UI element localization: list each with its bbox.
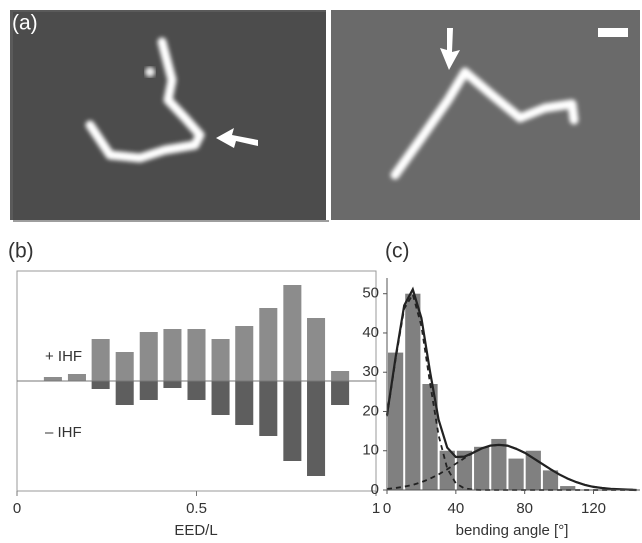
series-label: + IHF [45,348,82,365]
bar [211,381,230,415]
x-tick-label: 0 [13,500,21,517]
bar [91,381,110,389]
y-tick-label: 40 [362,324,379,341]
x-tick-label: 0.5 [186,500,207,517]
histogram-bar [542,470,559,490]
y-tick-label: 50 [362,285,379,302]
histogram-bar [474,446,490,490]
y-tick-label: 0 [371,481,379,498]
bar [115,352,134,381]
y-tick-label: 10 [362,442,379,459]
histogram-bar [405,293,421,490]
histogram-bar [439,450,455,490]
bar [259,308,278,381]
x-tick-label: 1 [372,500,380,517]
bar [139,332,158,381]
bar [331,381,350,405]
histogram-bar [508,458,524,490]
bar [43,377,62,381]
bar [91,339,110,381]
bar [283,285,302,381]
bar [187,381,206,400]
bar [115,381,134,405]
x-tick-label: 80 [516,500,533,517]
histogram-bar [491,438,507,490]
panel-label: (a) [12,12,38,35]
bar [283,381,302,461]
fit-curve [386,443,637,491]
series-label: – IHF [45,424,82,441]
panel-label: (b) [8,240,34,263]
y-tick-label: 30 [362,363,379,380]
bar [211,339,230,381]
bar [259,381,278,436]
bar [139,381,158,400]
bar [235,381,254,425]
bar [163,381,182,388]
bar [67,374,86,381]
x-tick-label: 120 [581,500,606,517]
y-tick-label: 20 [362,402,379,419]
panel-c: (c) bending angle [°] [385,240,568,539]
panel-label: (c) [385,240,410,263]
bar [307,381,326,476]
micrograph-right [331,10,640,220]
x-tick-label: 40 [447,500,464,517]
x-tick-label: 0 [383,500,391,517]
histogram-bar [525,450,541,490]
histogram-bar [560,486,576,490]
x-axis-label: EED/L [174,522,217,539]
bar [331,371,350,381]
micrograph-left: (a) [10,10,329,222]
histogram-bar [388,352,404,490]
bar [235,326,254,381]
x-axis-label: bending angle [°] [456,522,569,539]
bar [163,329,182,381]
bar [187,329,206,381]
histogram-bar [456,450,473,490]
bar [307,318,326,381]
